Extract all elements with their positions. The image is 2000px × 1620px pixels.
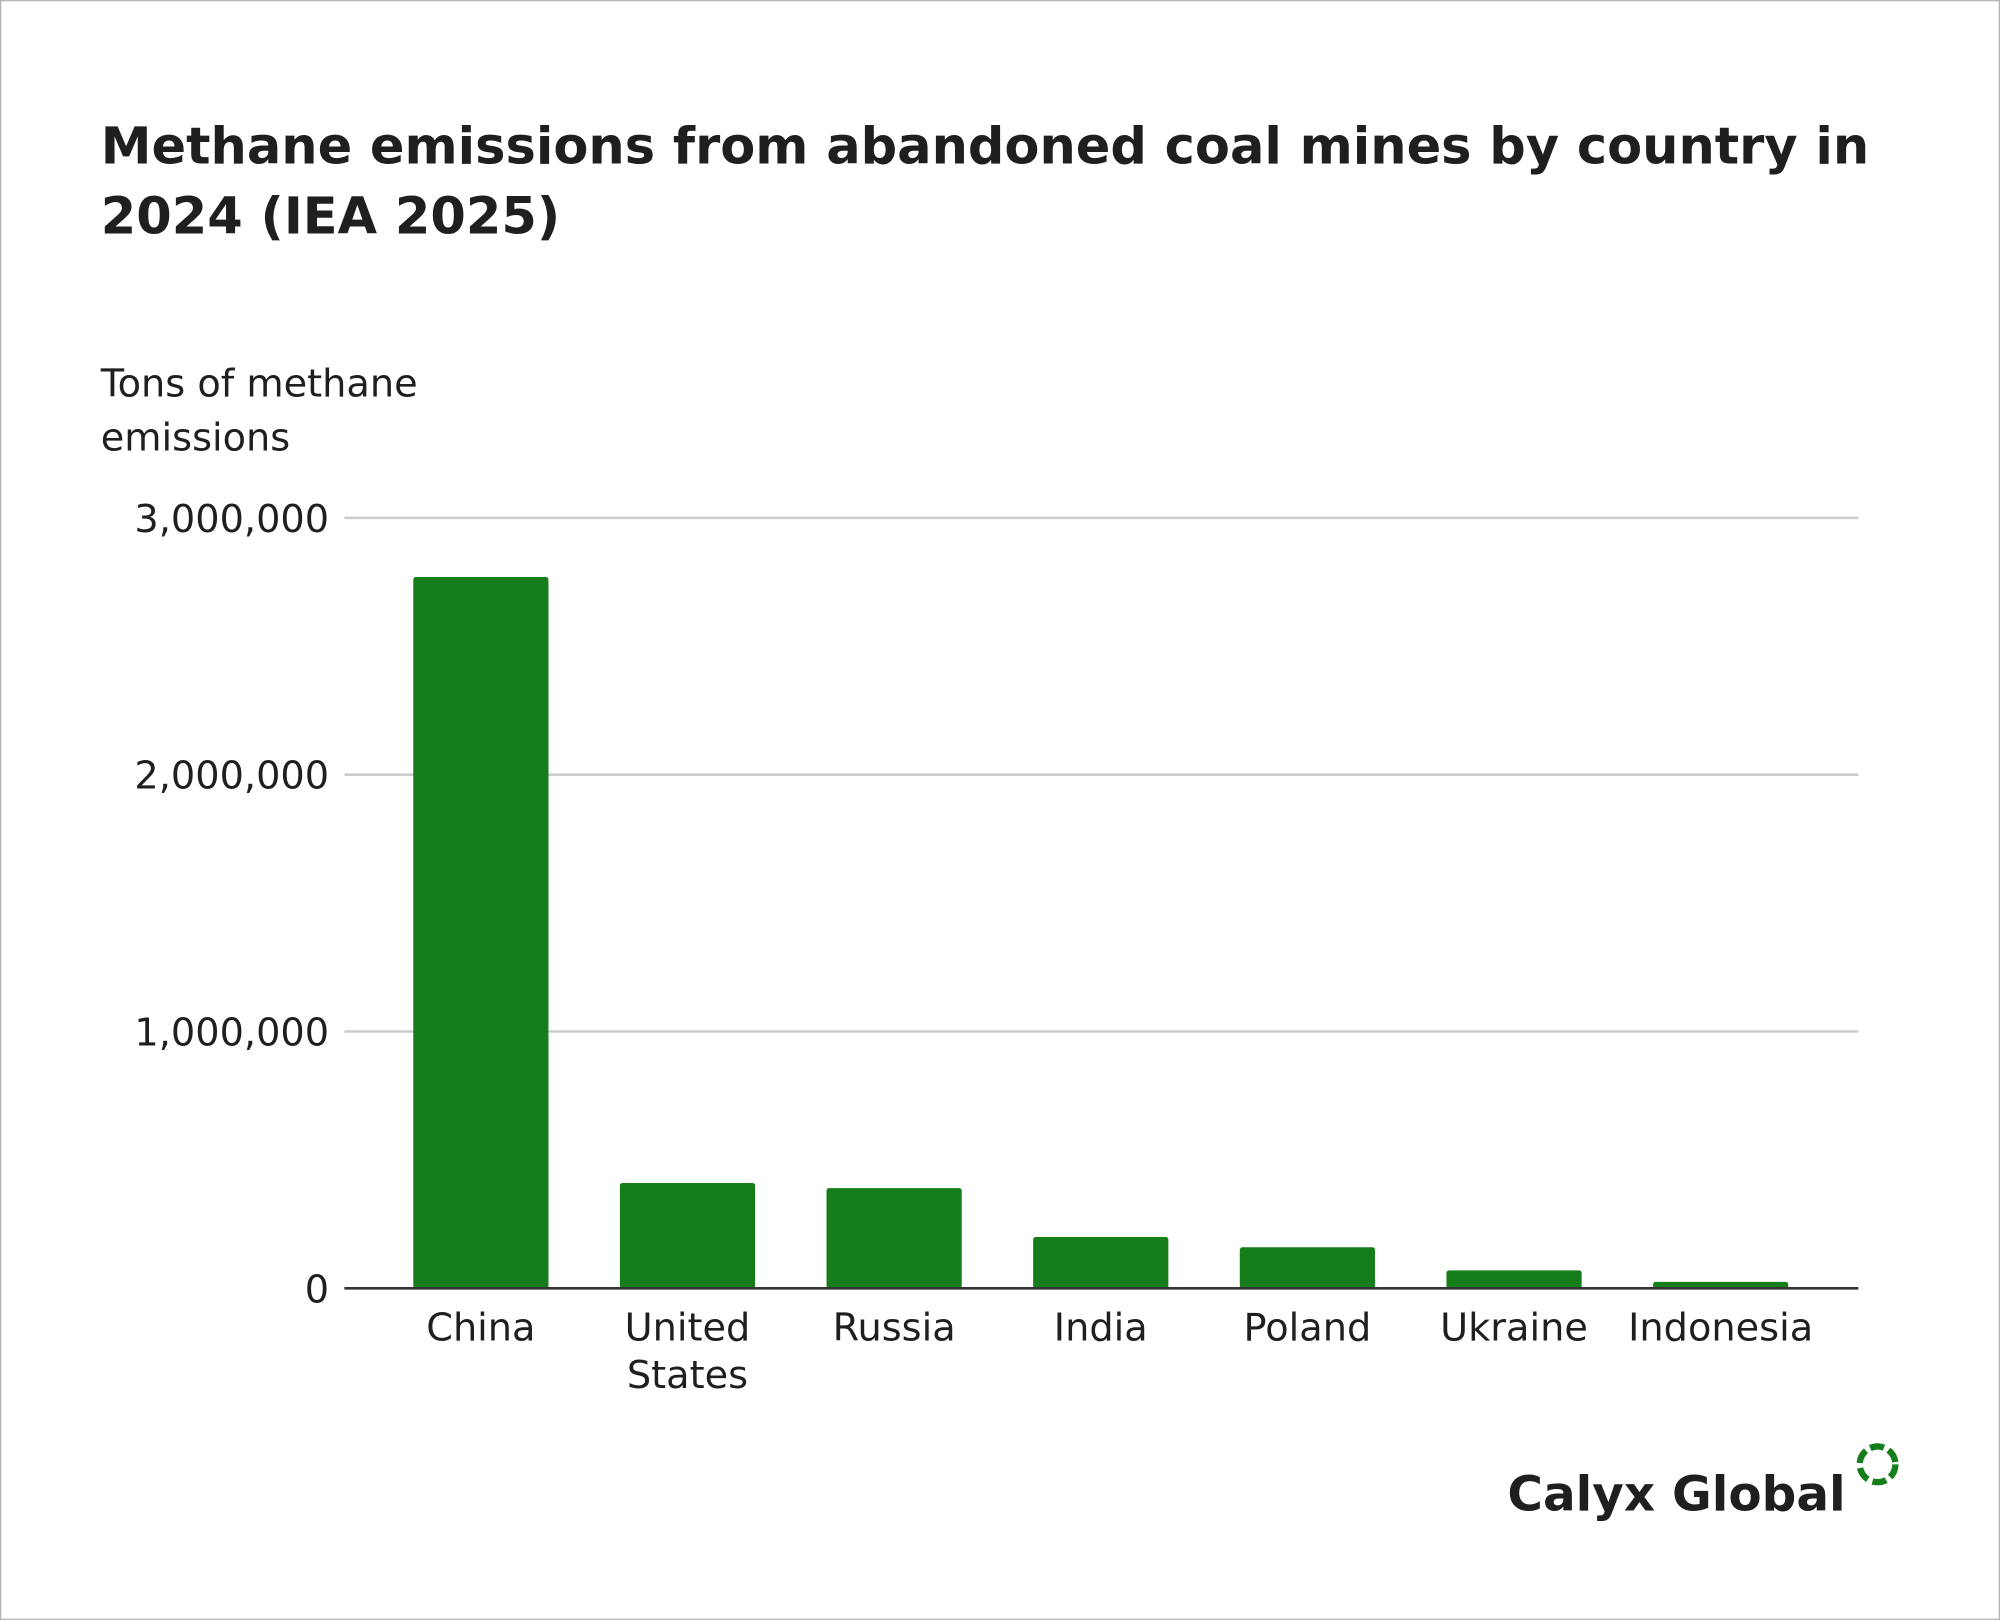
bar [1446, 1270, 1582, 1289]
x-tick-label: Poland [1244, 1306, 1372, 1351]
y-tick-label: 1,000,000 [134, 1011, 329, 1056]
x-tick-label: India [1054, 1306, 1148, 1351]
bar [1033, 1236, 1169, 1289]
y-tick-label: 3,000,000 [134, 497, 329, 542]
logo: Calyx Global [1507, 1466, 1845, 1522]
x-tick-label: Russia [833, 1306, 956, 1351]
x-tick-label: United States [625, 1306, 751, 1398]
logo-icon [1856, 1443, 1899, 1486]
x-tick-label: Ukraine [1440, 1306, 1588, 1351]
y-axis-label: Tons of methane emissions [100, 362, 418, 461]
bar [826, 1188, 962, 1289]
bar [1653, 1281, 1789, 1289]
y-tick-label: 0 [305, 1267, 329, 1312]
x-tick-label: Indonesia [1628, 1306, 1813, 1351]
bar [619, 1183, 756, 1289]
bar [413, 576, 549, 1289]
chart-title: Methane emissions from abandoned coal mi… [101, 117, 1869, 246]
bar [1239, 1247, 1375, 1289]
x-tick-label: China [426, 1306, 535, 1351]
y-tick-label: 2,000,000 [134, 754, 329, 799]
